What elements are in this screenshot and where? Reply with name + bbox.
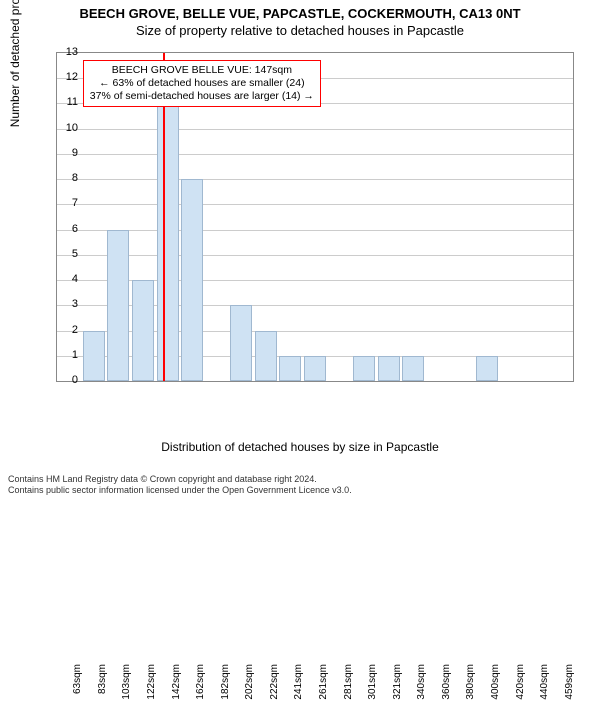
x-tick-label: 103sqm	[121, 664, 132, 714]
y-tick-label: 5	[58, 248, 78, 260]
x-tick-label: 122sqm	[146, 664, 157, 714]
y-tick-label: 4	[58, 273, 78, 285]
annotation-line: ← 63% of detached houses are smaller (24…	[90, 77, 314, 90]
x-tick-label: 459sqm	[564, 664, 575, 714]
x-tick-label: 162sqm	[195, 664, 206, 714]
y-tick-label: 10	[58, 122, 78, 134]
x-tick-label: 63sqm	[72, 664, 83, 714]
y-tick-label: 8	[58, 172, 78, 184]
gridline	[57, 154, 573, 155]
footer-attribution: Contains HM Land Registry data © Crown c…	[8, 474, 352, 496]
x-tick-label: 340sqm	[416, 664, 427, 714]
chart-plot-area: BEECH GROVE BELLE VUE: 147sqm← 63% of de…	[56, 52, 574, 382]
gridline	[57, 129, 573, 130]
x-tick-label: 222sqm	[269, 664, 280, 714]
x-tick-label: 440sqm	[539, 664, 550, 714]
x-tick-label: 420sqm	[515, 664, 526, 714]
histogram-bar	[304, 356, 326, 381]
x-tick-label: 202sqm	[244, 664, 255, 714]
x-axis-label: Distribution of detached houses by size …	[0, 440, 600, 454]
gridline	[57, 230, 573, 231]
x-tick-label: 400sqm	[490, 664, 501, 714]
x-tick-label: 360sqm	[441, 664, 452, 714]
histogram-bar	[402, 356, 424, 381]
y-tick-label: 3	[58, 298, 78, 310]
gridline	[57, 204, 573, 205]
histogram-bar	[181, 179, 203, 381]
chart-container: BEECH GROVE, BELLE VUE, PAPCASTLE, COCKE…	[0, 0, 600, 500]
x-tick-label: 142sqm	[171, 664, 182, 714]
histogram-bar	[230, 305, 252, 381]
y-tick-label: 1	[58, 349, 78, 361]
x-tick-label: 380sqm	[465, 664, 476, 714]
histogram-bar	[83, 331, 105, 381]
footer-line-2: Contains public sector information licen…	[8, 485, 352, 496]
y-tick-label: 7	[58, 197, 78, 209]
title-sub: Size of property relative to detached ho…	[0, 21, 600, 38]
histogram-bar	[255, 331, 277, 381]
histogram-bar	[378, 356, 400, 381]
x-tick-label: 83sqm	[97, 664, 108, 714]
x-tick-label: 182sqm	[220, 664, 231, 714]
x-tick-label: 321sqm	[392, 664, 403, 714]
y-tick-label: 0	[58, 374, 78, 386]
x-tick-label: 261sqm	[318, 664, 329, 714]
histogram-bar	[157, 78, 179, 381]
annotation-box: BEECH GROVE BELLE VUE: 147sqm← 63% of de…	[83, 60, 321, 107]
annotation-line: 37% of semi-detached houses are larger (…	[90, 90, 314, 103]
y-tick-label: 9	[58, 147, 78, 159]
x-tick-label: 241sqm	[293, 664, 304, 714]
footer-line-1: Contains HM Land Registry data © Crown c…	[8, 474, 352, 485]
y-tick-label: 12	[58, 71, 78, 83]
histogram-bar	[279, 356, 301, 381]
x-tick-label: 301sqm	[367, 664, 378, 714]
y-tick-label: 6	[58, 223, 78, 235]
y-tick-label: 13	[58, 46, 78, 58]
y-axis-label: Number of detached properties	[8, 0, 22, 127]
y-tick-label: 2	[58, 324, 78, 336]
annotation-line: BEECH GROVE BELLE VUE: 147sqm	[90, 64, 314, 77]
histogram-bar	[132, 280, 154, 381]
y-tick-label: 11	[58, 96, 78, 108]
histogram-bar	[107, 230, 129, 381]
x-tick-label: 281sqm	[343, 664, 354, 714]
title-main: BEECH GROVE, BELLE VUE, PAPCASTLE, COCKE…	[0, 0, 600, 21]
histogram-bar	[353, 356, 375, 381]
histogram-bar	[476, 356, 498, 381]
gridline	[57, 255, 573, 256]
gridline	[57, 179, 573, 180]
